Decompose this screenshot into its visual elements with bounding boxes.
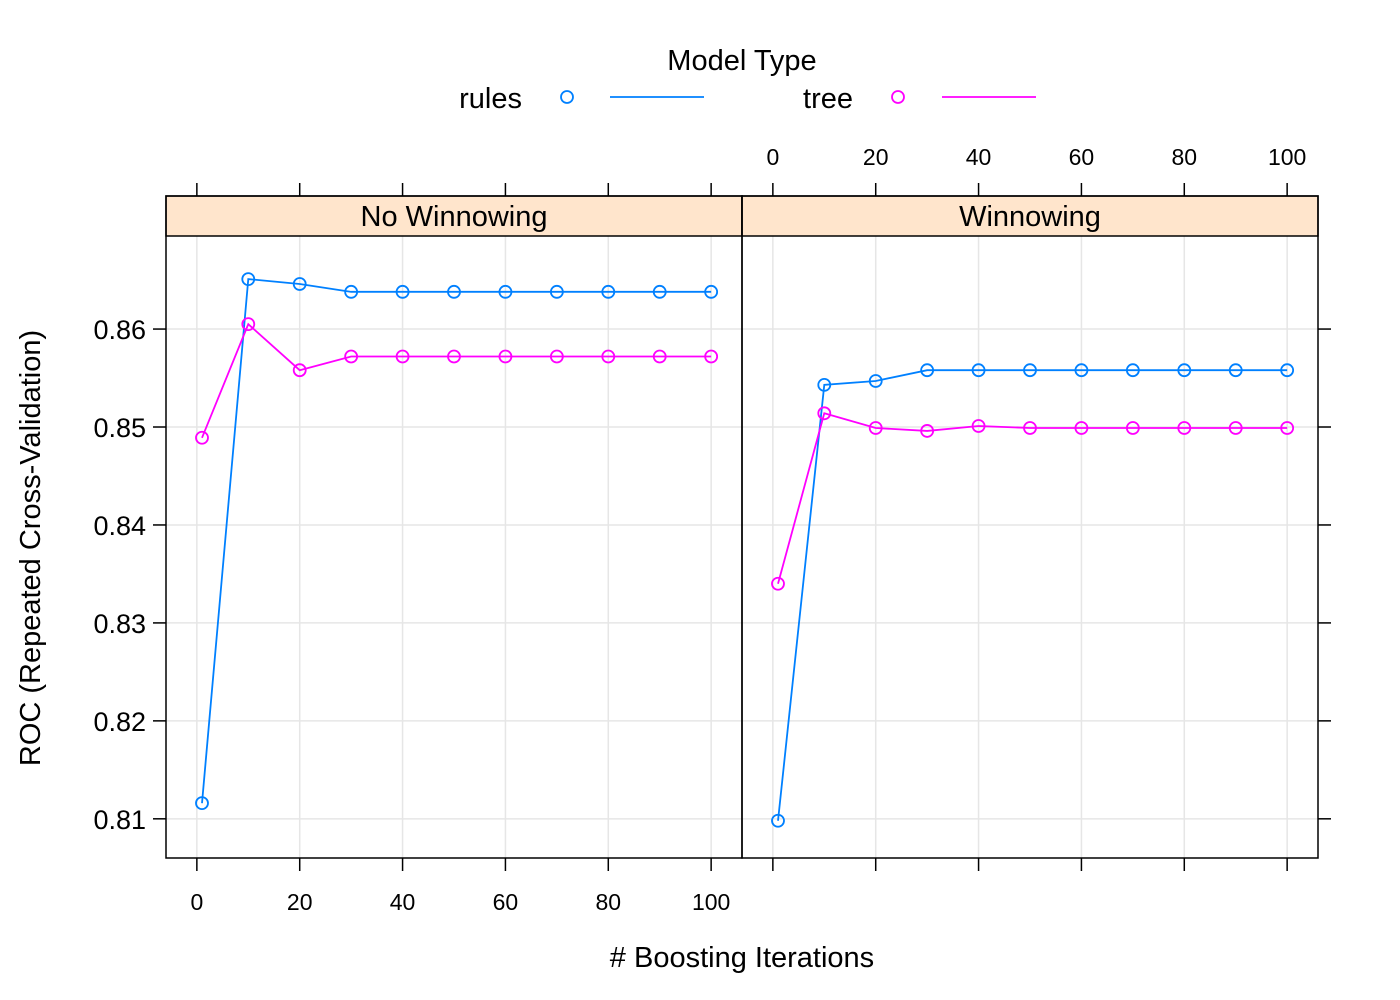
data-point-tree <box>1023 421 1037 435</box>
series-line-tree <box>201 322 712 439</box>
x-tick-label: 40 <box>390 889 416 915</box>
y-axis-label: ROC (Repeated Cross-Validation) <box>15 330 47 766</box>
data-point-tree <box>498 349 513 364</box>
x-tick-label: 100 <box>1268 144 1306 170</box>
ticks-layer: 0 20 40 60 80 100 0 20 40 60 80 100 0.81 0.82 0.83 0.84… <box>93 144 1331 915</box>
y-tick-label: 0.84 <box>93 511 146 541</box>
data-point-rules <box>195 796 209 811</box>
data-point-rules <box>1228 363 1243 378</box>
x-tick-label: 20 <box>287 889 313 915</box>
data-point-tree <box>704 349 719 364</box>
legend: Model Type rules tree <box>459 45 1036 115</box>
y-tick-label: 0.82 <box>93 707 146 737</box>
data-point-rules <box>549 284 564 299</box>
data-point-rules <box>1280 363 1295 378</box>
legend-marker-rules <box>560 90 574 104</box>
legend-title: Model Type <box>667 45 816 77</box>
data-point-rules <box>920 363 935 378</box>
data-point-tree <box>1177 421 1192 435</box>
data-point-rules <box>817 377 832 392</box>
data-point-tree <box>601 349 616 364</box>
panel-title: Winnowing <box>959 201 1101 233</box>
data-point-tree <box>1125 421 1140 435</box>
y-tick-label: 0.86 <box>93 315 146 345</box>
data-point-tree <box>771 576 785 591</box>
y-tick-label: 0.85 <box>93 413 146 443</box>
data-point-tree <box>344 349 359 364</box>
data-point-tree <box>1280 421 1295 435</box>
data-point-rules <box>344 284 359 299</box>
data-point-tree <box>868 421 883 435</box>
data-point-rules <box>601 284 616 299</box>
data-point-tree <box>292 363 307 378</box>
data-point-rules <box>241 272 256 286</box>
y-tick-label: 0.81 <box>93 805 146 835</box>
series-line-tree <box>777 412 1288 584</box>
data-point-rules <box>1125 363 1140 378</box>
data-point-rules <box>1177 363 1192 378</box>
data-point-tree <box>447 349 461 364</box>
data-point-rules <box>498 284 513 299</box>
data-point-tree <box>395 349 410 364</box>
data-point-tree <box>817 406 832 421</box>
data-point-rules <box>771 813 785 828</box>
data-point-rules <box>447 284 461 299</box>
strip-layer: No Winnowing Winnowing <box>165 195 1319 237</box>
y-tick-label: 0.83 <box>93 609 146 639</box>
data-point-rules <box>704 284 719 299</box>
data-point-tree <box>549 349 564 364</box>
legend-marker-tree <box>891 90 905 104</box>
series-line-rules <box>777 369 1288 821</box>
x-tick-label: 80 <box>1171 144 1197 170</box>
x-tick-label: 40 <box>966 144 992 170</box>
x-tick-label: 80 <box>595 889 621 915</box>
data-point-rules <box>868 374 883 388</box>
x-axis-label: # Boosting Iterations <box>610 942 874 974</box>
panel-frame <box>741 195 1319 859</box>
series-layer <box>195 272 1295 828</box>
data-point-rules <box>292 277 307 291</box>
series-line-rules <box>201 278 712 804</box>
data-point-rules <box>971 363 986 378</box>
legend-label-tree: tree <box>803 83 853 115</box>
data-point-tree <box>971 419 986 433</box>
data-point-tree <box>1228 421 1243 435</box>
data-point-tree <box>241 317 256 332</box>
data-point-tree <box>1074 421 1089 435</box>
data-point-tree <box>652 349 667 364</box>
x-tick-label: 100 <box>692 889 730 915</box>
x-tick-label: 0 <box>190 889 203 915</box>
x-tick-label: 60 <box>493 889 519 915</box>
grid-layer <box>166 236 1318 858</box>
data-point-tree <box>195 430 209 445</box>
panel-title: No Winnowing <box>361 201 548 233</box>
x-tick-label: 60 <box>1069 144 1095 170</box>
x-tick-label: 20 <box>863 144 889 170</box>
frame-layer <box>165 195 1319 859</box>
data-point-rules <box>652 284 667 299</box>
data-point-rules <box>1074 363 1089 378</box>
panel-strip <box>165 195 743 237</box>
data-point-rules <box>1023 363 1037 378</box>
x-tick-label: 0 <box>766 144 779 170</box>
data-point-rules <box>395 284 410 299</box>
data-point-tree <box>920 424 935 438</box>
legend-label-rules: rules <box>459 83 522 115</box>
